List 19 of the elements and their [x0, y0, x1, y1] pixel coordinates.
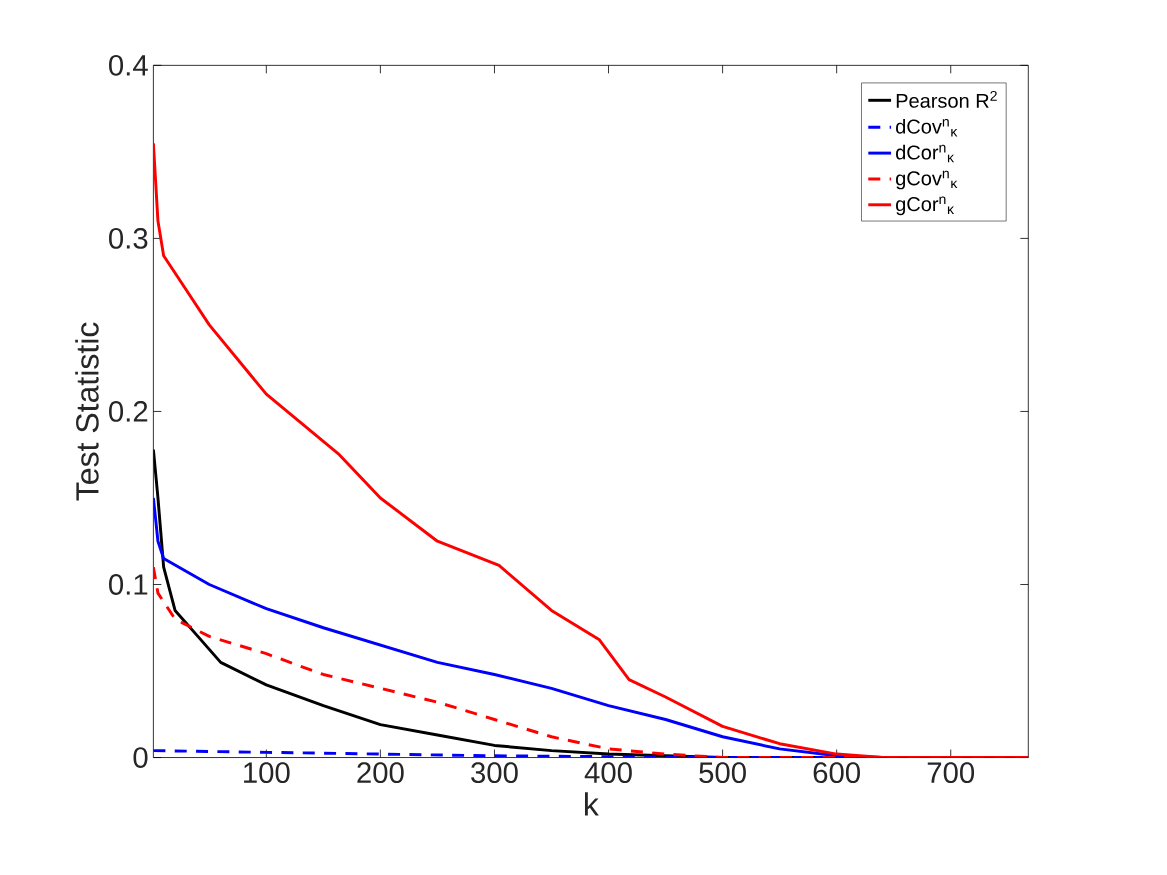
- legend-label: dCor$^{n}$κ: [896, 144, 955, 163]
- y-tick-label: 0.1: [109, 574, 148, 595]
- x-tick-label: 200: [357, 762, 404, 784]
- x-tick-label: 400: [584, 762, 632, 784]
- y-axis-title: Test Statistic: [75, 322, 99, 501]
- legend-label: gCor$^{n}$κ: [896, 196, 955, 216]
- y-tick-label: 0.3: [109, 228, 148, 249]
- legend-label: gCov$^{n}$κ: [896, 170, 958, 190]
- x-tick-label: 700: [927, 762, 975, 784]
- x-axis-title: k: [585, 792, 599, 816]
- y-tick-label: 0.2: [109, 401, 148, 422]
- y-tick-label: 0: [133, 747, 148, 768]
- y-tick-label: 0.4: [109, 55, 148, 76]
- legend-label: Pearson R$^{2}$: [896, 90, 997, 108]
- x-tick-label: 100: [244, 762, 290, 784]
- x-tick-label: 600: [813, 762, 860, 784]
- x-tick-label: 500: [699, 762, 746, 784]
- legend-label: dCov$^{n}$κ: [896, 119, 958, 137]
- x-tick-label: 300: [471, 762, 518, 784]
